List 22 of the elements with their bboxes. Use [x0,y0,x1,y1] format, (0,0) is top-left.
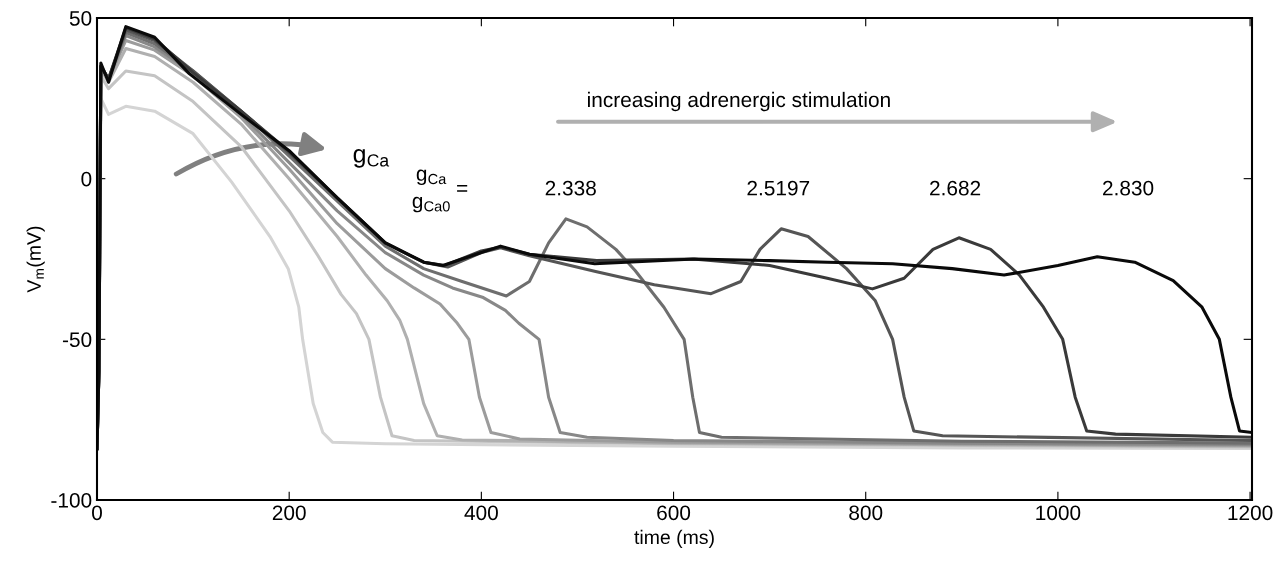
annotation: = [457,185,468,192]
x-tick-label: 600 [657,505,691,521]
x-tick-label: 1000 [1036,505,1081,521]
annotation: g$_{Ca0}$ [412,196,450,213]
annotation: 2.830 [1103,180,1154,196]
y-axis-title: V$_{m}$(mV) [26,226,45,293]
x-tick-label: 800 [849,505,883,521]
annotation: g$_{Ca}$ [416,169,447,186]
y-tick-label: 50 [69,11,92,26]
x-axis-title: time (ms) [634,529,714,548]
y-tick-label: -100 [51,493,92,508]
annotation: increasing adrenergic stimulation [588,91,890,112]
annotation: 2.5197 [747,180,810,196]
y-tick-label: 0 [81,171,92,187]
x-tick-label: 0 [92,505,102,521]
x-tick-label: 1200 [1228,505,1273,521]
annotation: 2.682 [930,180,981,196]
x-tick-label: 200 [272,505,306,521]
y-tick-label: -50 [62,332,92,348]
annotation: 2.338 [545,180,596,196]
x-tick-label: 400 [464,505,498,521]
annotation: g$_{Ca}$ [353,149,390,168]
